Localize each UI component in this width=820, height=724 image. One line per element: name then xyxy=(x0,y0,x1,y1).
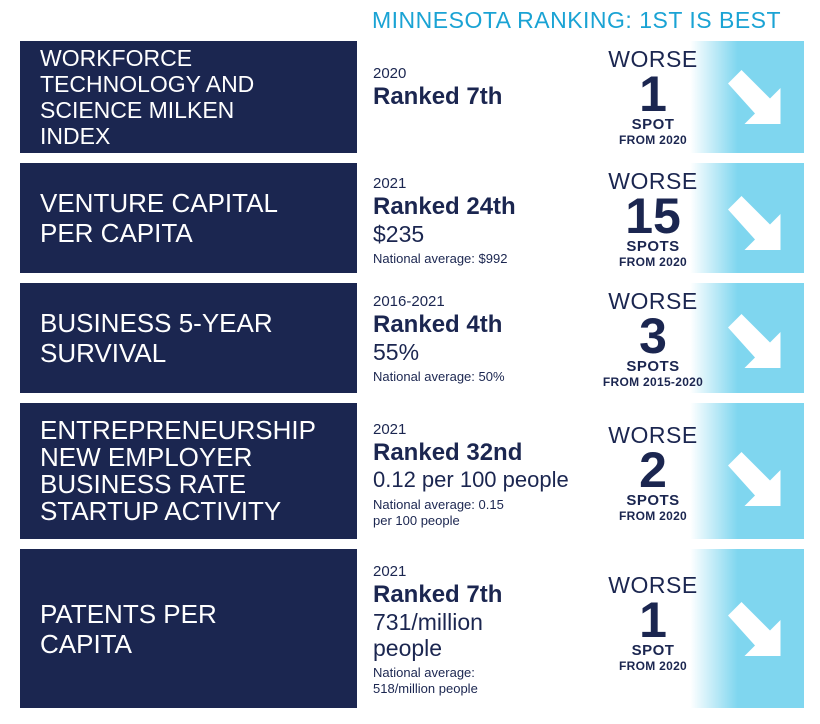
change-direction: WORSE xyxy=(608,422,698,448)
metric-rank: Ranked 7th xyxy=(373,83,503,110)
ranking-row-patents: PATENTS PER CAPITA 2021 Ranked 7th 731/m… xyxy=(0,549,820,708)
metric-year: 2016-2021 xyxy=(373,293,445,310)
page-title: MINNESOTA RANKING: 1ST IS BEST xyxy=(372,7,782,33)
metric-year: 2021 xyxy=(373,421,407,438)
change-unit: SPOT xyxy=(631,642,675,659)
ranking-row-entrepreneurship: ENTREPRENEURSHIP NEW EMPLOYER BUSINESS R… xyxy=(0,403,820,539)
change-count: 3 xyxy=(639,308,667,364)
arrow-down-right-icon xyxy=(728,196,781,250)
change-unit: SPOTS xyxy=(626,358,680,375)
metric-label: ENTREPRENEURSHIP NEW EMPLOYER BUSINESS R… xyxy=(40,415,316,526)
change-count: 1 xyxy=(639,66,667,122)
metric-details: 2021 Ranked 32nd 0.12 per 100 people Nat… xyxy=(373,421,601,529)
change-count: 2 xyxy=(639,442,667,498)
metric-label: VENTURE CAPITAL PER CAPITA xyxy=(40,188,277,248)
national-average: National average: 518/million people xyxy=(373,665,478,696)
change-summary: WORSE 1 SPOT FROM 2020 xyxy=(597,573,709,673)
change-unit: SPOTS xyxy=(626,238,680,255)
change-panel: WORSE 1 SPOT FROM 2020 xyxy=(597,41,804,153)
change-baseline: FROM 2020 xyxy=(618,509,688,523)
metric-year: 2020 xyxy=(373,65,407,82)
metric-label-box: PATENTS PER CAPITA xyxy=(20,549,357,708)
change-baseline: FROM 2020 xyxy=(618,659,688,673)
metric-details: 2020 Ranked 7th xyxy=(373,65,601,111)
metric-label: PATENTS PER CAPITA xyxy=(40,598,217,659)
metric-label-box: WORKFORCE TECHNOLOGY AND SCIENCE MILKEN … xyxy=(20,41,357,153)
change-panel: WORSE 2 SPOTS FROM 2020 xyxy=(597,403,804,539)
arrow-down-right-icon xyxy=(728,70,781,124)
metric-value: 0.12 per 100 people xyxy=(373,467,569,492)
change-count: 15 xyxy=(625,188,681,244)
change-direction: WORSE xyxy=(608,168,698,194)
metric-label-box: BUSINESS 5-YEAR SURVIVAL xyxy=(20,283,357,393)
arrow-down-right-icon xyxy=(728,314,781,368)
metric-label: WORKFORCE TECHNOLOGY AND SCIENCE MILKEN … xyxy=(40,45,255,149)
metric-label: BUSINESS 5-YEAR SURVIVAL xyxy=(40,308,273,368)
metric-details: 2021 Ranked 24th $235 National average: … xyxy=(373,175,601,267)
change-direction: WORSE xyxy=(608,288,698,314)
arrow-down-right-icon xyxy=(728,452,781,506)
change-unit: SPOT xyxy=(631,116,675,133)
metric-value: 731/million people xyxy=(373,609,483,661)
ranking-row-business-survival: BUSINESS 5-YEAR SURVIVAL 2016-2021 Ranke… xyxy=(0,283,820,393)
metric-value: 55% xyxy=(373,339,420,365)
change-baseline: FROM 2020 xyxy=(618,255,688,269)
change-summary: WORSE 2 SPOTS FROM 2020 xyxy=(597,423,709,523)
change-panel: WORSE 1 SPOT FROM 2020 xyxy=(597,549,804,708)
metric-label-box: VENTURE CAPITAL PER CAPITA xyxy=(20,163,357,273)
change-unit: SPOTS xyxy=(626,492,680,509)
metric-details: 2016-2021 Ranked 4th 55% National averag… xyxy=(373,293,601,385)
ranking-row-milken-index: WORKFORCE TECHNOLOGY AND SCIENCE MILKEN … xyxy=(0,41,820,153)
change-baseline: FROM 2015-2020 xyxy=(602,375,704,389)
ranking-row-venture-capital: VENTURE CAPITAL PER CAPITA 2021 Ranked 2… xyxy=(0,163,820,273)
metric-value: $235 xyxy=(373,221,425,247)
change-summary: WORSE 3 SPOTS FROM 2015-2020 xyxy=(597,289,709,389)
metric-year: 2021 xyxy=(373,175,407,192)
change-baseline: FROM 2020 xyxy=(618,133,688,147)
change-count: 1 xyxy=(639,592,667,648)
change-direction: WORSE xyxy=(608,572,698,598)
metric-details: 2021 Ranked 7th 731/million people Natio… xyxy=(373,563,601,697)
change-direction: WORSE xyxy=(608,46,698,72)
change-summary: WORSE 1 SPOT FROM 2020 xyxy=(597,47,709,147)
change-panel: WORSE 15 SPOTS FROM 2020 xyxy=(597,163,804,273)
change-panel: WORSE 3 SPOTS FROM 2015-2020 xyxy=(597,283,804,393)
change-summary: WORSE 15 SPOTS FROM 2020 xyxy=(597,169,709,269)
metric-year: 2021 xyxy=(373,563,407,580)
metric-label-box: ENTREPRENEURSHIP NEW EMPLOYER BUSINESS R… xyxy=(20,403,357,539)
metric-rank: Ranked 4th xyxy=(373,311,503,338)
national-average: National average: $992 xyxy=(373,251,508,266)
national-average: National average: 0.15 per 100 people xyxy=(373,497,504,528)
metric-rank: Ranked 32nd xyxy=(373,439,523,466)
national-average: National average: 50% xyxy=(373,369,505,384)
arrow-down-right-icon xyxy=(728,602,781,656)
metric-rank: Ranked 24th xyxy=(373,193,516,220)
metric-rank: Ranked 7th xyxy=(373,581,503,608)
